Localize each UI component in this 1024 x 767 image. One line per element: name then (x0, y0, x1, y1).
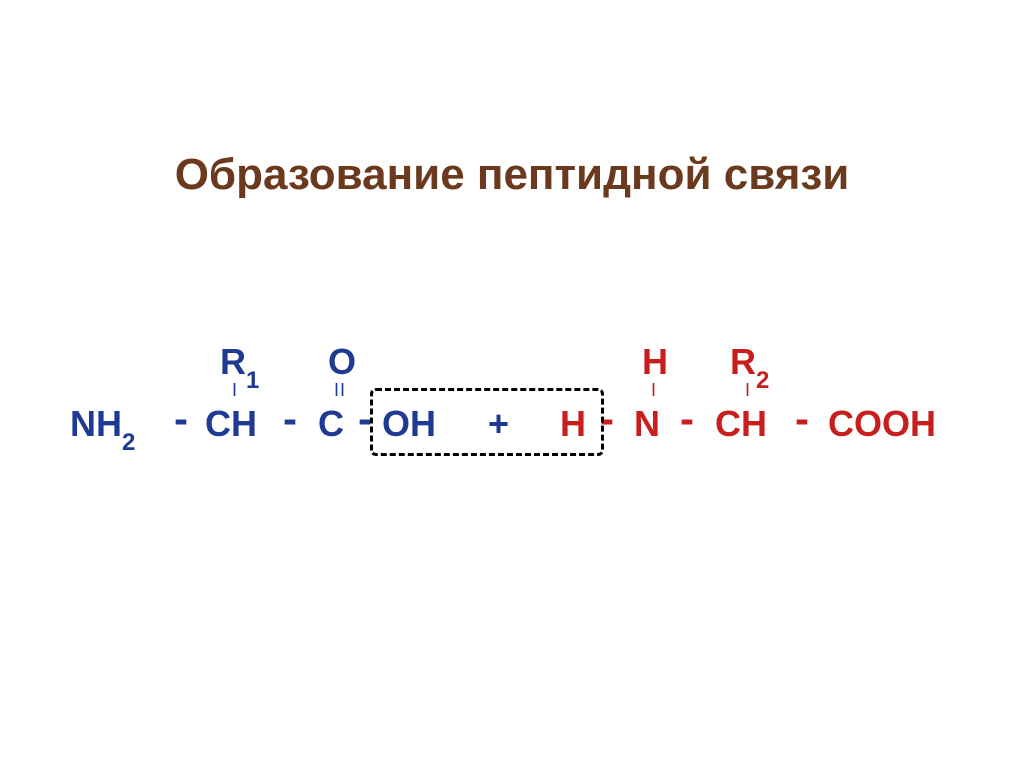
formula-atom: R1 (220, 340, 259, 390)
formula-atom: R2 (730, 340, 769, 390)
formula-atom: O (328, 340, 356, 383)
title-text: Образование пептидной связи (175, 150, 850, 199)
vertical-bond: І (651, 380, 654, 402)
hbond: - (174, 394, 188, 444)
formula-group: N (634, 402, 660, 445)
subscript: 1 (246, 367, 259, 394)
hbond: - (680, 394, 694, 444)
formula-group: CH (205, 402, 257, 445)
hbond: - (283, 394, 297, 444)
page-title: Образование пептидной связи (0, 150, 1024, 200)
subscript: 2 (122, 429, 135, 456)
vertical-bond: І І (334, 380, 343, 402)
formula-atom: H (642, 340, 668, 383)
subscript: 2 (756, 367, 769, 394)
formula-group: C (318, 402, 344, 445)
formula-group: COOH (828, 402, 936, 445)
formula-group: CH (715, 402, 767, 445)
vertical-bond: І (232, 380, 235, 402)
water-elimination-box (370, 388, 604, 456)
vertical-bond: І (745, 380, 748, 402)
hbond: - (795, 394, 809, 444)
formula-group: NH2 (70, 402, 135, 452)
